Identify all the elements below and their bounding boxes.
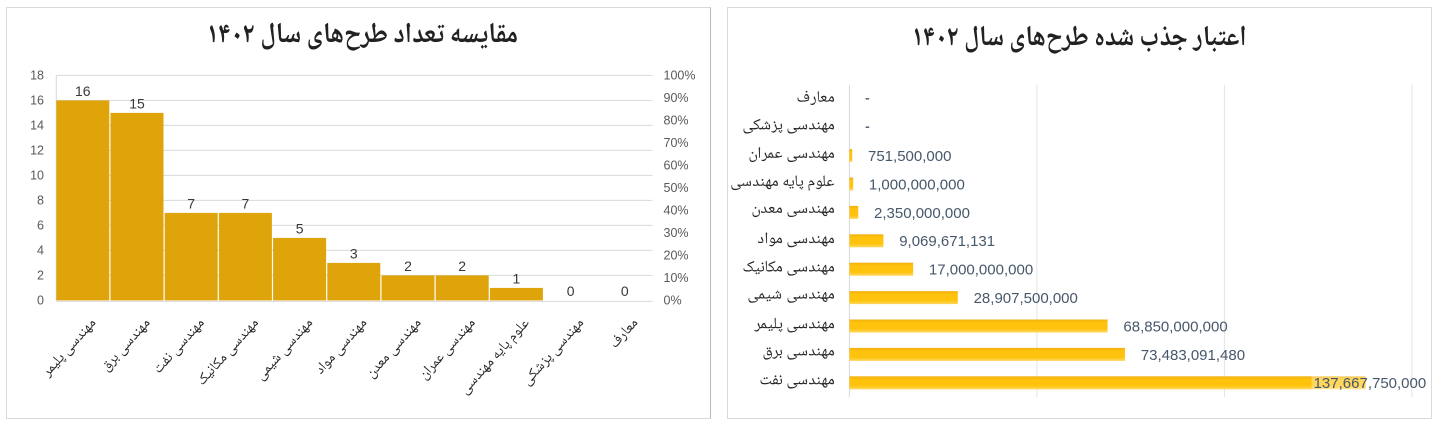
svg-text:12: 12: [30, 144, 44, 158]
svg-text:1: 1: [513, 271, 521, 287]
svg-text:70%: 70%: [664, 136, 689, 150]
svg-text:2,350,000,000: 2,350,000,000: [874, 205, 970, 222]
svg-text:80%: 80%: [664, 114, 689, 128]
svg-text:20%: 20%: [664, 249, 689, 263]
svg-text:0: 0: [37, 294, 44, 308]
svg-text:100%: 100%: [664, 68, 696, 82]
svg-text:14: 14: [30, 119, 44, 133]
svg-text:3: 3: [350, 246, 358, 262]
svg-text:2: 2: [37, 269, 44, 283]
svg-text:60%: 60%: [664, 159, 689, 173]
svg-text:9,069,671,131: 9,069,671,131: [899, 233, 995, 250]
svg-text:2: 2: [404, 258, 412, 274]
svg-text:6: 6: [37, 219, 44, 233]
svg-text:90%: 90%: [664, 91, 689, 105]
svg-text:16: 16: [30, 94, 44, 108]
svg-text:7: 7: [242, 196, 250, 212]
svg-text:15: 15: [129, 96, 145, 112]
svg-text:10%: 10%: [664, 271, 689, 285]
svg-text:73,483,091,480: 73,483,091,480: [1141, 347, 1245, 364]
svg-text:10: 10: [30, 169, 44, 183]
svg-text:68,850,000,000: 68,850,000,000: [1123, 318, 1227, 335]
svg-text:0: 0: [621, 283, 629, 299]
svg-text:4: 4: [37, 244, 44, 258]
svg-text:17,000,000,000: 17,000,000,000: [929, 262, 1033, 279]
svg-text:7: 7: [187, 196, 195, 212]
svg-text:18: 18: [30, 69, 44, 83]
svg-text:40%: 40%: [664, 204, 689, 218]
svg-text:50%: 50%: [664, 181, 689, 195]
svg-text:0%: 0%: [664, 294, 682, 308]
svg-text:751,500,000: 751,500,000: [868, 148, 951, 165]
svg-text:1,000,000,000: 1,000,000,000: [869, 176, 965, 193]
svg-text:2: 2: [458, 258, 466, 274]
svg-text:0: 0: [567, 283, 575, 299]
svg-text:28,907,500,000: 28,907,500,000: [974, 290, 1078, 307]
svg-text:8: 8: [37, 194, 44, 208]
svg-text:5: 5: [296, 221, 304, 237]
svg-text:16: 16: [75, 83, 91, 99]
svg-text:137,667,750,000: 137,667,750,000: [1314, 375, 1427, 392]
svg-text:30%: 30%: [664, 226, 689, 240]
